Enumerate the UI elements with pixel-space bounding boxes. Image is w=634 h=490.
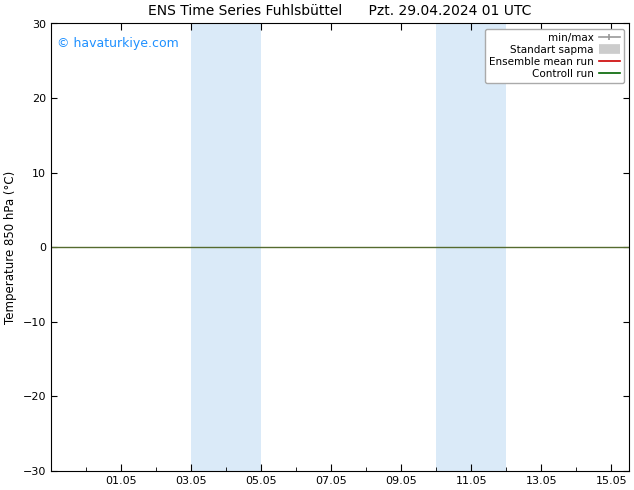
- Legend: min/max, Standart sapma, Ensemble mean run, Controll run: min/max, Standart sapma, Ensemble mean r…: [484, 29, 624, 83]
- Bar: [191, 24, 261, 471]
- Bar: [436, 24, 507, 471]
- Title: ENS Time Series Fuhlsbüttel      Pzt. 29.04.2024 01 UTC: ENS Time Series Fuhlsbüttel Pzt. 29.04.2…: [148, 4, 532, 18]
- Text: © havaturkiye.com: © havaturkiye.com: [57, 37, 179, 50]
- Y-axis label: Temperature 850 hPa (°C): Temperature 850 hPa (°C): [4, 171, 17, 324]
